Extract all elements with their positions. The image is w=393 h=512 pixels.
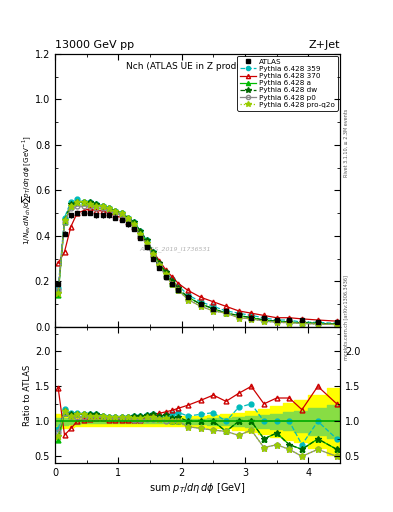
Y-axis label: $1/N_{ev}\,dN_{ch}/d\!\sum\!p_T/d\eta\,d\phi\;[\mathrm{GeV}^{-1}]$: $1/N_{ev}\,dN_{ch}/d\!\sum\!p_T/d\eta\,d…	[20, 136, 33, 245]
X-axis label: sum $p_T/d\eta\,d\phi$ [GeV]: sum $p_T/d\eta\,d\phi$ [GeV]	[149, 481, 246, 495]
Text: Nch (ATLAS UE in Z production): Nch (ATLAS UE in Z production)	[127, 62, 268, 71]
Text: Z+Jet: Z+Jet	[309, 40, 340, 50]
Text: mcplots.cern.ch [arXiv:1306.3436]: mcplots.cern.ch [arXiv:1306.3436]	[344, 275, 349, 360]
Text: ATLAS_2019_I1736531: ATLAS_2019_I1736531	[139, 246, 210, 252]
Y-axis label: Ratio to ATLAS: Ratio to ATLAS	[23, 365, 32, 425]
Text: 13000 GeV pp: 13000 GeV pp	[55, 40, 134, 50]
Legend: ATLAS, Pythia 6.428 359, Pythia 6.428 370, Pythia 6.428 a, Pythia 6.428 dw, Pyth: ATLAS, Pythia 6.428 359, Pythia 6.428 37…	[237, 56, 338, 111]
Text: Rivet 3.1.10, ≥ 2.3M events: Rivet 3.1.10, ≥ 2.3M events	[344, 109, 349, 178]
